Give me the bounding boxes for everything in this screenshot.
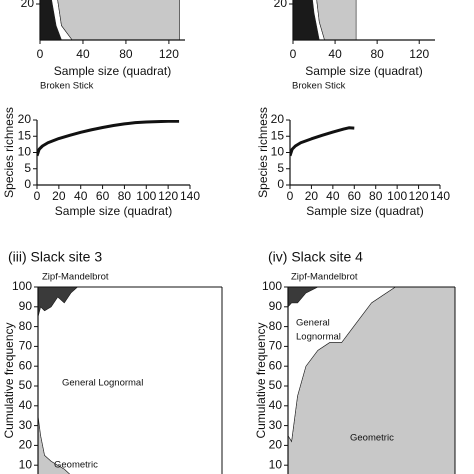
x-tick-label: 40	[76, 47, 90, 61]
panel: 10 20 30 40 50 60 70 80 90 100 Cumulative frequenc…	[2, 249, 223, 474]
x-tick-label: 140	[180, 189, 200, 203]
y-tick-label: 60	[269, 358, 283, 372]
y-tick-label: 30	[19, 418, 33, 432]
x-tick-label: 40	[74, 189, 88, 203]
x-tick-label: 80	[370, 47, 384, 61]
y-tick-label: 10	[269, 457, 283, 471]
annotation: Geometric	[54, 460, 98, 471]
x-tick-label: 120	[409, 47, 429, 61]
x-axis-label: Sample size (quadrat)	[54, 64, 171, 78]
plot-area	[40, 0, 180, 40]
plot-area	[290, 126, 355, 157]
annotation: Geometric	[350, 433, 394, 444]
panel: 20 0 40 80 120 Sample size (quadrat) Broken St…	[274, 0, 435, 92]
plot-area	[293, 0, 357, 40]
y-axis-label: Species richness	[2, 107, 16, 198]
x-tick-label: 80	[119, 47, 133, 61]
y-tick-label: 0	[24, 177, 31, 191]
y-tick-label: 20	[21, 0, 35, 10]
plot-area	[37, 120, 180, 157]
y-tick-label: 40	[19, 398, 33, 412]
plot-area	[288, 287, 455, 474]
y-tick-label: 10	[19, 457, 33, 471]
y-tick-label: 5	[24, 161, 31, 175]
panel: 10 20 30 40 50 60 70 80 90 100 Cumulative frequenc…	[254, 249, 456, 474]
x-tick-label: 120	[159, 47, 179, 61]
x-tick-label: 60	[348, 189, 362, 203]
x-axis-label: Sample size (quadrat)	[306, 204, 423, 218]
y-tick-label: 0	[277, 177, 284, 191]
y-tick-label: 90	[19, 299, 33, 313]
annotation: Zipf-Mandelbrot	[291, 272, 358, 283]
x-tick-label: 120	[158, 189, 178, 203]
area	[288, 287, 455, 308]
y-tick-label: 20	[274, 0, 288, 10]
y-tick-label: 10	[18, 145, 32, 159]
y-tick-label: 50	[269, 378, 283, 392]
plot-area	[38, 287, 222, 474]
y-tick-label: 30	[269, 418, 283, 432]
x-tick-label: 80	[118, 189, 132, 203]
y-tick-label: 20	[19, 438, 33, 452]
y-tick-label: 20	[269, 438, 283, 452]
x-tick-label: 40	[328, 47, 342, 61]
y-tick-label: 70	[269, 339, 283, 353]
annotation: Broken Stick	[292, 81, 346, 92]
area	[38, 287, 222, 317]
x-axis-label: Sample size (quadrat)	[55, 204, 172, 218]
panel-title: (iii) Slack site 3	[8, 249, 102, 265]
area	[57, 0, 180, 40]
y-tick-label: 80	[19, 319, 33, 333]
x-tick-label: 60	[96, 189, 110, 203]
y-tick-label: 100	[12, 279, 32, 293]
annotation: Broken Stick	[40, 81, 94, 92]
x-tick-label: 140	[430, 189, 450, 203]
x-tick-label: 0	[287, 189, 294, 203]
line	[290, 126, 355, 157]
annotation: General Lognormal	[62, 378, 143, 389]
annotation: General	[296, 318, 330, 329]
x-tick-label: 100	[387, 189, 407, 203]
y-tick-label: 60	[19, 358, 33, 372]
y-tick-label: 100	[262, 279, 282, 293]
y-tick-label: 50	[19, 378, 33, 392]
y-tick-label: 20	[18, 112, 32, 126]
x-tick-label: 0	[37, 47, 44, 61]
x-tick-label: 20	[52, 189, 66, 203]
x-tick-label: 100	[136, 189, 156, 203]
x-tick-label: 0	[290, 47, 297, 61]
y-tick-label: 90	[269, 299, 283, 313]
y-tick-label: 80	[269, 319, 283, 333]
y-tick-label: 15	[271, 128, 285, 142]
y-tick-label: 15	[18, 128, 32, 142]
annotation: Zipf-Mandelbrot	[42, 272, 109, 283]
annotation: Lognormal	[296, 332, 341, 343]
panel: 20 0 40 80 120 Sample size (quadrat) Broken St…	[21, 0, 185, 92]
area	[312, 0, 357, 40]
x-tick-label: 80	[369, 189, 383, 203]
y-axis-label: Species richness	[256, 107, 270, 198]
y-axis-label: Cumulative frequency	[254, 322, 268, 438]
x-axis-label: Sample size (quadrat)	[305, 64, 422, 78]
y-axis-label: Cumulative frequency	[2, 322, 16, 438]
y-tick-label: 10	[271, 145, 285, 159]
x-tick-label: 0	[34, 189, 41, 203]
panel-title: (iv) Slack site 4	[268, 249, 363, 265]
x-tick-label: 20	[305, 189, 319, 203]
y-tick-label: 5	[277, 161, 284, 175]
y-tick-label: 70	[19, 339, 33, 353]
y-tick-label: 40	[269, 398, 283, 412]
area	[316, 0, 357, 40]
x-tick-label: 40	[326, 189, 340, 203]
x-tick-label: 120	[409, 189, 429, 203]
line	[37, 120, 180, 157]
area	[293, 0, 357, 40]
y-tick-label: 20	[271, 112, 285, 126]
